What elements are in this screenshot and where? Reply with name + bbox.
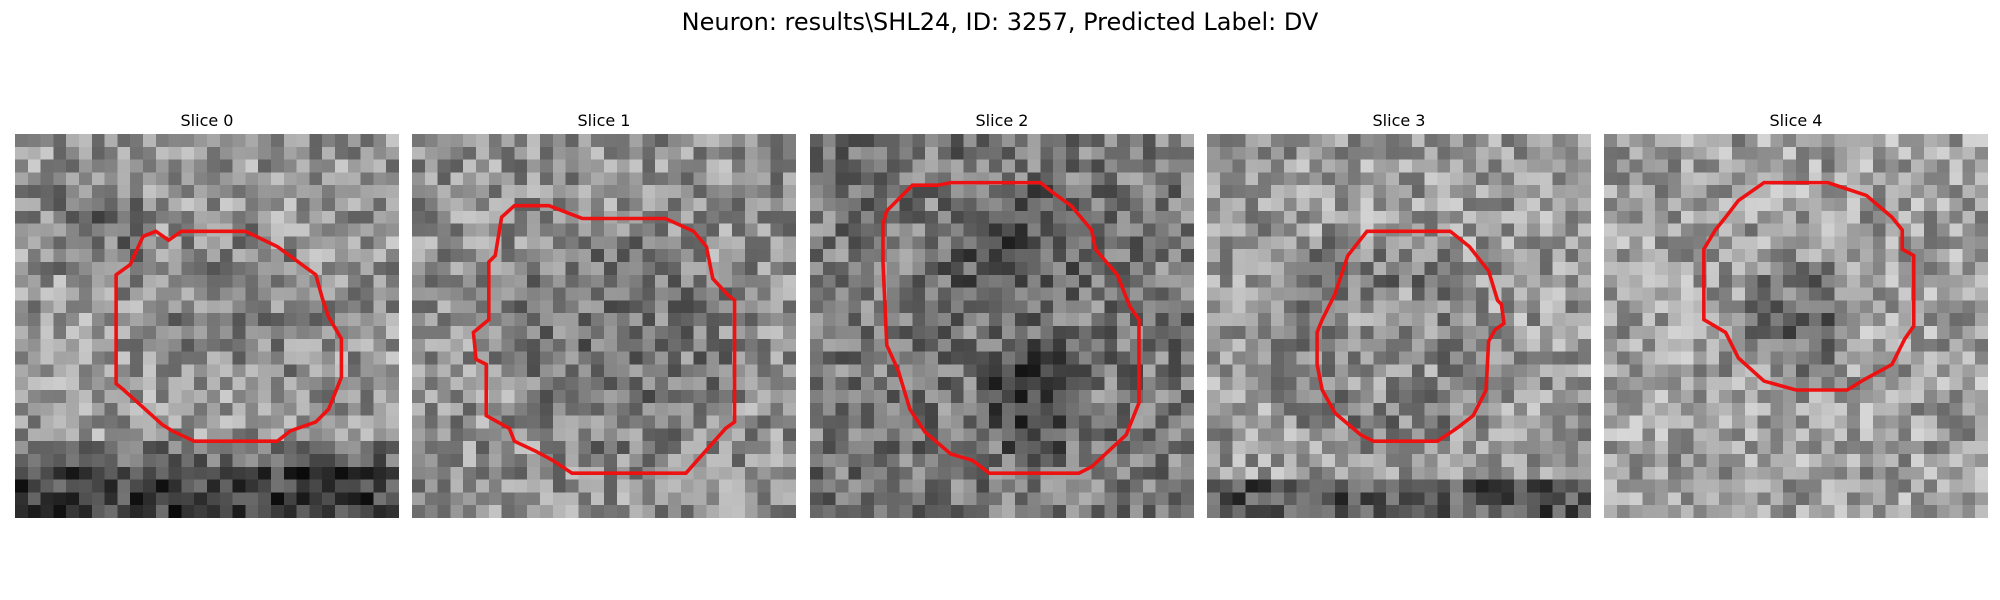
slice-image-1 [412,134,796,518]
slice-title-4: Slice 4 [1769,111,1823,130]
contour-2 [881,180,1141,475]
contour-4 [1702,180,1916,392]
slice-image-2 [810,134,1194,518]
slice-title-2: Slice 2 [975,111,1029,130]
figure-title: Neuron: results\SHL24, ID: 3257, Predict… [681,8,1319,36]
slice-panel-1: Slice 1 [412,110,796,518]
slice-title-3: Slice 3 [1372,111,1426,130]
contour-0 [114,229,344,443]
slice-image-3 [1207,134,1591,518]
contour-3 [1315,229,1506,443]
slice-panel-2: Slice 2 [810,110,1194,518]
slice-panel-0: Slice 0 [15,110,399,518]
slice-title-1: Slice 1 [577,111,631,130]
slice-panel-3: Slice 3 [1207,110,1591,518]
slice-image-0 [15,134,399,518]
slice-panel-4: Slice 4 [1604,110,1988,518]
slice-title-0: Slice 0 [180,111,234,130]
slice-image-4 [1604,134,1988,518]
contour-1 [471,203,737,475]
